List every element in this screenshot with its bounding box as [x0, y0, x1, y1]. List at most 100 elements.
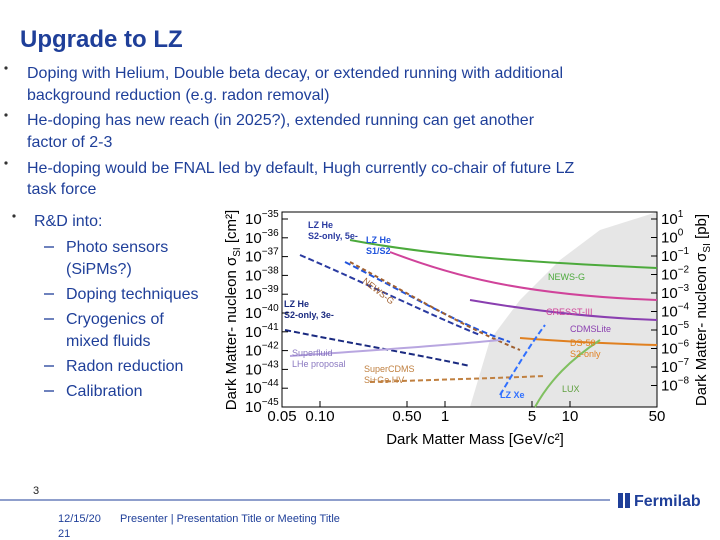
curve: [499, 324, 546, 396]
curve: [349, 261, 521, 351]
tick-exp: −7: [678, 357, 690, 368]
bullet-text: He-doping has new reach (in 2025?), exte…: [27, 112, 535, 129]
curve: [289, 339, 501, 357]
rd-item: (SiPMs?): [66, 261, 132, 278]
curve-label: S1/S2: [366, 246, 391, 256]
tick-base: 10: [661, 267, 678, 284]
tick-base: 10: [245, 380, 262, 397]
x-axis-label: Dark Matter Mass [GeV/c²]: [386, 431, 564, 448]
curve: [349, 239, 658, 269]
tick-exp: −40: [262, 303, 279, 314]
tick-label: 10−4: [661, 302, 690, 321]
tick-base: 10: [245, 343, 262, 360]
tick-exp: −4: [678, 302, 690, 313]
tick-base: 10: [661, 211, 678, 228]
tick-base: 10: [245, 211, 262, 228]
curve-label: SuperCDMS: [364, 364, 415, 374]
curve-label: LZ He: [284, 299, 309, 309]
tick-label: 10−45: [245, 397, 279, 416]
tick-base: 10: [245, 305, 262, 322]
plot-border: [281, 211, 658, 408]
rd-item: Calibration: [66, 383, 142, 400]
tick-label: 100: [661, 228, 684, 247]
tick-base: 10: [245, 249, 262, 266]
bullet-text: He-doping would be FNAL led by default, …: [27, 160, 574, 177]
curve: [389, 251, 658, 301]
y-axis-label: Dark Matter- nucleon σSI [cm²]: [223, 210, 243, 410]
tick-base: 10: [661, 341, 678, 358]
tick-label: 10−44: [245, 378, 279, 397]
curve-label: S2-only, 3e-: [284, 310, 334, 320]
tick-exp: −8: [678, 376, 690, 387]
tick-exp: −42: [262, 341, 279, 352]
curve-label: LZ He: [308, 220, 333, 230]
bullet-dot: [4, 113, 8, 117]
x-tick-label: 0.05: [267, 408, 296, 425]
tick-base: 10: [245, 230, 262, 247]
bullet-text: background reduction (e.g. radon removal…: [27, 87, 329, 104]
curve-label: Superfluid: [292, 348, 333, 358]
tick-exp: −35: [262, 209, 279, 220]
x-tick-label: 10: [562, 408, 579, 425]
tick-exp: −38: [262, 265, 279, 276]
tick-base: 10: [661, 304, 678, 321]
footer-date: 12/15/20: [58, 513, 101, 525]
tick-base: 10: [245, 286, 262, 303]
tick-base: 10: [661, 230, 678, 247]
tick-label: 10−2: [661, 265, 690, 284]
x-tick-label: 50: [649, 408, 666, 425]
curve-label: S2-only, 5e-: [308, 231, 358, 241]
slide-title: Upgrade to LZ: [20, 26, 183, 53]
tick-exp: 1: [678, 209, 684, 220]
curve-label: DS-50: [570, 338, 596, 348]
label-part: Dark Matter- nucleon σ: [693, 252, 710, 406]
tick-exp: −1: [678, 246, 690, 257]
y-axis-label: Dark Matter- nucleon σSI [pb]: [693, 214, 713, 406]
tick-exp: −39: [262, 284, 279, 295]
label-part: [pb]: [693, 214, 710, 243]
tick-base: 10: [245, 267, 262, 284]
curve-label: S2-only: [570, 349, 601, 359]
curve-label: CDMSLite: [570, 324, 611, 334]
tick-base: 10: [661, 285, 678, 302]
tick-exp: −5: [678, 320, 690, 331]
rd-item: Cryogenics of: [66, 311, 164, 328]
bullet-dot: [4, 161, 8, 165]
tick-label: 10−43: [245, 359, 279, 378]
tick-label: 10−38: [245, 265, 279, 284]
tick-base: 10: [245, 399, 262, 416]
tick-base: 10: [661, 378, 678, 395]
tick-base: 10: [661, 359, 678, 376]
curve: [469, 299, 658, 321]
curve-label: CRESST-III: [546, 307, 593, 317]
tick-base: 10: [245, 324, 262, 341]
bullet-dot: [4, 66, 8, 70]
curve: [534, 339, 601, 408]
tick-exp: −6: [678, 339, 690, 350]
tick-label: 10−5: [661, 320, 690, 339]
logo-text: Fermilab: [634, 493, 701, 510]
curve-label: LUX: [562, 384, 580, 394]
label-sub: SI: [702, 243, 713, 252]
curve: [299, 254, 481, 336]
tick-label: 10−42: [245, 341, 279, 360]
logo-mark: [625, 493, 630, 508]
tick-exp: −45: [262, 397, 279, 408]
tick-exp: 0: [678, 228, 684, 239]
tick-exp: −44: [262, 378, 279, 389]
bullet-dot: [12, 214, 16, 218]
page-number: 3: [33, 485, 39, 497]
rd-item: mixed fluids: [66, 333, 150, 350]
tick-label: 10−1: [661, 246, 690, 265]
footer-presenter: Presenter | Presentation Title or Meetin…: [120, 513, 340, 525]
curve-label: LHe proposal: [292, 359, 346, 369]
tick-label: 10−41: [245, 322, 279, 341]
tick-base: 10: [661, 322, 678, 339]
logo-mark: [618, 493, 623, 508]
fermilab-logo: Fermilab: [618, 493, 701, 510]
label-sub: SI: [232, 247, 243, 256]
footer-date: 21: [58, 528, 70, 540]
tick-label: 10−37: [245, 247, 279, 266]
